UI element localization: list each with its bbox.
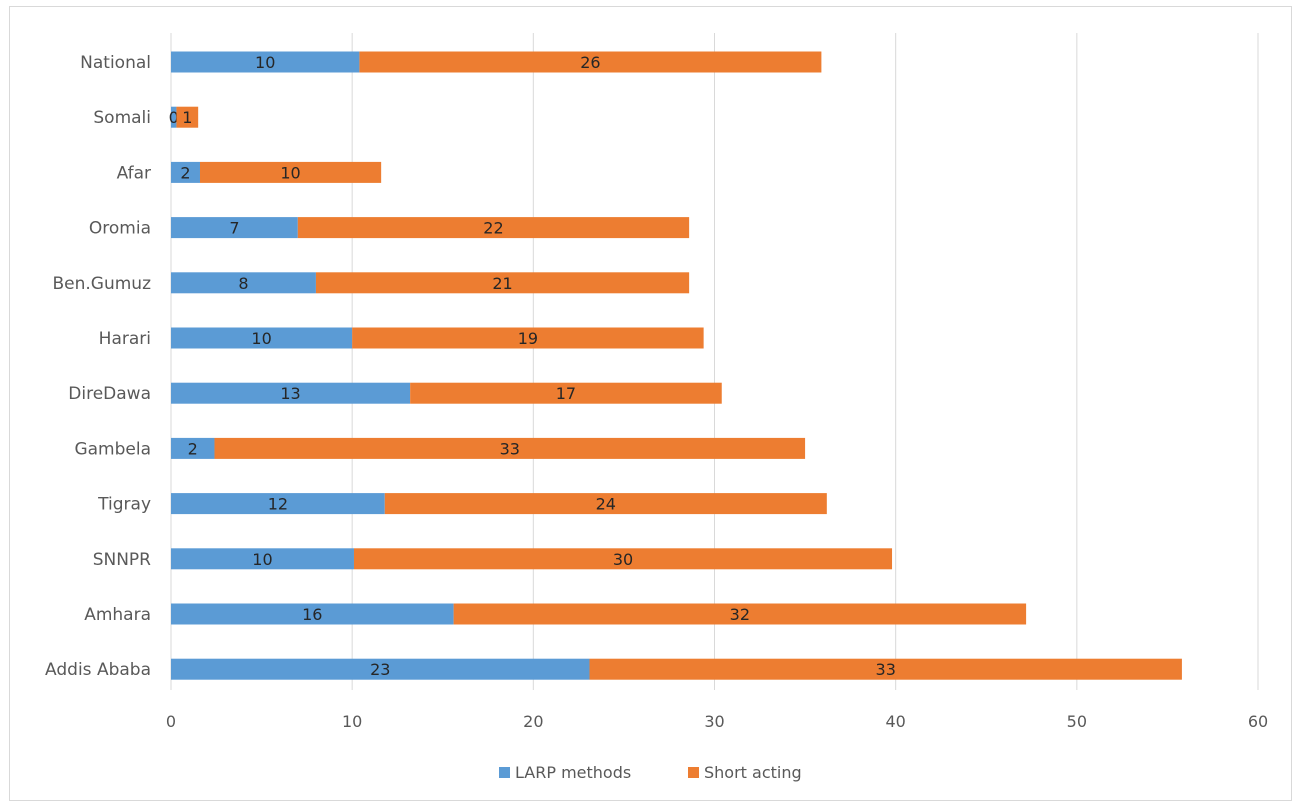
data-label: 13: [280, 384, 300, 403]
bar-short-diredawa: [410, 382, 722, 404]
bar-short-ben-gumuz: [315, 272, 690, 294]
x-tick-label: 10: [342, 712, 362, 731]
category-label: Oromia: [89, 219, 151, 239]
bar-short-amhara: [453, 603, 1027, 625]
bar-larp-ben-gumuz: [171, 272, 316, 294]
data-label: 10: [251, 329, 271, 348]
bar-short-oromia: [297, 217, 690, 239]
data-label: 26: [580, 53, 600, 72]
bar-short-afar: [199, 161, 382, 183]
x-tick-label: 0: [166, 712, 176, 731]
data-label: 10: [280, 163, 300, 182]
category-label: DireDawa: [68, 384, 151, 404]
data-label: 17: [556, 384, 576, 403]
x-axis-ticks: 0 10 20 30 40 50 60: [166, 712, 1268, 731]
bar-larp-addis-ababa: [171, 658, 590, 680]
data-label: 8: [238, 274, 248, 293]
data-label: 23: [370, 660, 390, 679]
bar-short-somali: [176, 106, 199, 128]
category-label: Afar: [117, 163, 151, 183]
bar-larp-oromia: [171, 217, 298, 239]
x-tick-label: 30: [704, 712, 724, 731]
data-label: 16: [302, 605, 322, 624]
data-label: 10: [252, 550, 272, 569]
bar-larp-amhara: [171, 603, 454, 625]
legend-label-short: Short acting: [704, 763, 802, 782]
legend: LARP methods Short acting: [499, 763, 802, 782]
data-label: 33: [876, 660, 896, 679]
data-label: 0: [169, 108, 179, 127]
bar-short-gambela: [214, 437, 806, 459]
data-label: 7: [229, 219, 239, 238]
y-axis-categories: National Somali Afar Oromia Ben.Gumuz Harari D…: [45, 53, 151, 680]
category-label: SNNPR: [93, 550, 151, 570]
legend-swatch-short: [688, 767, 699, 778]
bar-short-harari: [352, 327, 704, 349]
data-label: 2: [180, 163, 190, 182]
bar-larp-harari: [171, 327, 353, 349]
data-label: 2: [188, 439, 198, 458]
bar-larp-tigray: [171, 493, 385, 515]
x-tick-label: 40: [885, 712, 905, 731]
category-label: Amhara: [84, 605, 151, 625]
category-label: Somali: [93, 108, 151, 128]
data-label: 22: [483, 219, 503, 238]
bar-larp-afar: [171, 161, 200, 183]
category-label: National: [80, 53, 151, 73]
x-tick-label: 60: [1248, 712, 1268, 731]
data-label: 32: [730, 605, 750, 624]
data-label: 19: [518, 329, 538, 348]
bar-larp-national: [171, 51, 360, 73]
x-tick-label: 20: [523, 712, 543, 731]
bar-short-national: [359, 51, 822, 73]
data-label: 30: [613, 550, 633, 569]
data-label: 10: [255, 53, 275, 72]
legend-label-larp: LARP methods: [515, 763, 631, 782]
data-label: 21: [492, 274, 512, 293]
category-label: Ben.Gumuz: [52, 274, 151, 294]
legend-swatch-larp: [499, 767, 510, 778]
gridlines: [170, 33, 1259, 690]
data-label: 1: [182, 108, 192, 127]
bar-larp-gambela: [171, 437, 215, 459]
data-label: 33: [500, 439, 520, 458]
category-label: Tigray: [97, 495, 151, 515]
category-label: Gambela: [74, 439, 151, 459]
bar-larp-snnpr: [171, 548, 354, 570]
category-label: Addis Ababa: [45, 660, 151, 680]
bar-short-snnpr: [353, 548, 893, 570]
data-label: 24: [596, 495, 616, 514]
bar-larp-diredawa: [171, 382, 411, 404]
data-label: 12: [268, 495, 288, 514]
category-label: Harari: [99, 329, 151, 349]
bar-short-tigray: [384, 493, 827, 515]
x-tick-label: 50: [1067, 712, 1087, 731]
bar-larp-somali: [171, 106, 177, 128]
bar-short-addis-ababa: [589, 658, 1182, 680]
